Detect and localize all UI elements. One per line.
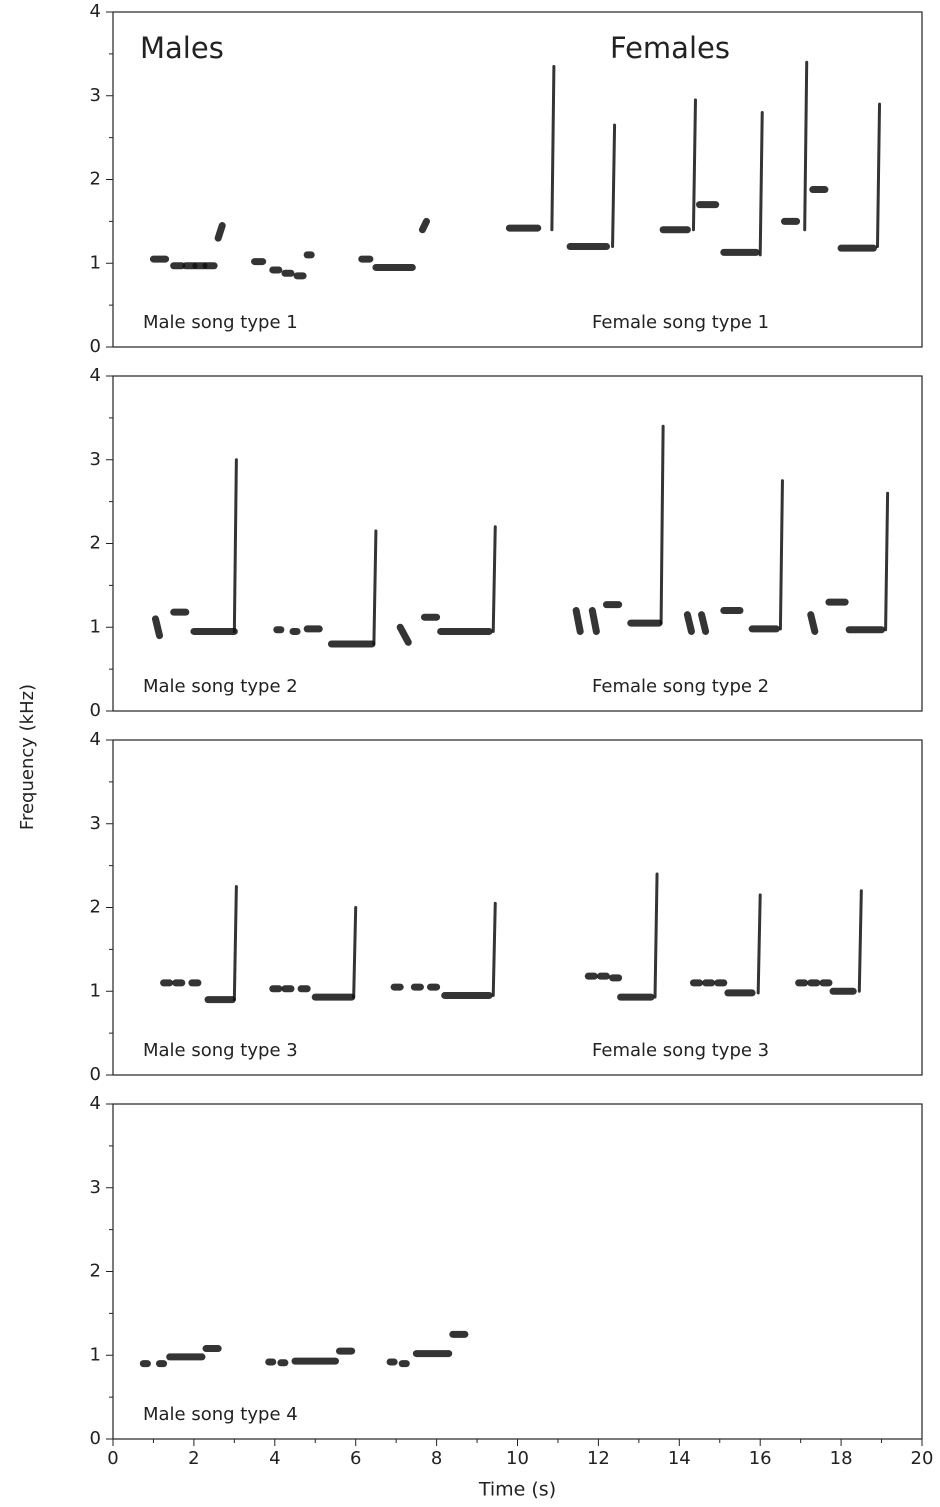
y-tick-label: 0 bbox=[90, 1428, 101, 1449]
y-tick-label: 4 bbox=[90, 729, 101, 750]
y-tick-label: 2 bbox=[90, 533, 101, 554]
song-type-label: Female song type 1 bbox=[592, 312, 769, 333]
x-tick-label: 0 bbox=[107, 1448, 118, 1469]
song-note bbox=[372, 529, 378, 646]
panel-frame bbox=[112, 739, 923, 1076]
song-note bbox=[803, 60, 809, 232]
song-note bbox=[758, 111, 764, 257]
x-tick-label: 14 bbox=[668, 1448, 691, 1469]
y-tick-label: 2 bbox=[90, 1261, 101, 1282]
group-label: Males bbox=[140, 31, 224, 65]
x-tick-label: 10 bbox=[506, 1448, 529, 1469]
song-note bbox=[418, 217, 430, 234]
y-tick-label: 1 bbox=[90, 980, 101, 1001]
y-tick-label: 0 bbox=[90, 700, 101, 721]
y-tick-label: 4 bbox=[90, 1093, 101, 1114]
song-type-label: Male song type 2 bbox=[143, 676, 298, 697]
song-note bbox=[756, 893, 762, 995]
song-type-label: Female song type 2 bbox=[592, 676, 769, 697]
x-tick-label: 8 bbox=[431, 1448, 442, 1469]
song-note bbox=[884, 491, 890, 632]
song-note bbox=[659, 424, 665, 625]
x-tick-label: 16 bbox=[749, 1448, 772, 1469]
x-tick-label: 12 bbox=[587, 1448, 610, 1469]
song-note bbox=[691, 98, 697, 232]
y-tick-label: 3 bbox=[90, 85, 101, 106]
x-tick-label: 6 bbox=[350, 1448, 361, 1469]
song-note bbox=[491, 525, 497, 633]
y-tick-label: 4 bbox=[90, 1, 101, 22]
x-tick-label: 18 bbox=[830, 1448, 853, 1469]
song-note bbox=[698, 611, 710, 635]
song-note bbox=[611, 123, 617, 248]
song-note bbox=[491, 901, 497, 997]
song-type-label: Male song type 4 bbox=[143, 1404, 298, 1425]
y-tick-label: 1 bbox=[90, 252, 101, 273]
song-note bbox=[572, 607, 584, 635]
x-axis-label: Time (s) bbox=[478, 1479, 556, 1501]
song-note bbox=[857, 889, 863, 993]
y-tick-label: 3 bbox=[90, 813, 101, 834]
panel-frame bbox=[112, 1103, 923, 1440]
song-note bbox=[683, 611, 695, 635]
song-type-label: Male song type 3 bbox=[143, 1040, 298, 1061]
y-tick-label: 1 bbox=[90, 1344, 101, 1365]
y-tick-label: 1 bbox=[90, 616, 101, 637]
y-tick-label: 4 bbox=[90, 365, 101, 386]
panel-frame bbox=[112, 11, 923, 348]
song-note bbox=[807, 611, 819, 635]
song-note bbox=[588, 607, 600, 635]
y-tick-label: 0 bbox=[90, 336, 101, 357]
song-note bbox=[352, 906, 358, 999]
y-tick-label: 3 bbox=[90, 449, 101, 470]
song-note bbox=[214, 222, 226, 242]
song-note bbox=[232, 885, 238, 1002]
x-tick-label: 2 bbox=[188, 1448, 199, 1469]
y-tick-label: 0 bbox=[90, 1064, 101, 1085]
song-note bbox=[778, 479, 784, 631]
song-note bbox=[396, 623, 412, 646]
song-note bbox=[232, 458, 238, 633]
y-tick-label: 2 bbox=[90, 169, 101, 190]
x-tick-label: 4 bbox=[269, 1448, 280, 1469]
song-note bbox=[550, 64, 556, 232]
group-label: Females bbox=[610, 31, 730, 65]
song-type-label: Male song type 1 bbox=[143, 312, 298, 333]
song-note bbox=[151, 615, 164, 640]
song-type-label: Female song type 3 bbox=[592, 1040, 769, 1061]
song-note bbox=[876, 102, 882, 248]
y-tick-label: 3 bbox=[90, 1177, 101, 1198]
song-note bbox=[653, 872, 659, 999]
y-tick-label: 2 bbox=[90, 897, 101, 918]
y-axis-label: Frequency (kHz) bbox=[17, 684, 38, 830]
x-tick-label: 20 bbox=[911, 1448, 934, 1469]
